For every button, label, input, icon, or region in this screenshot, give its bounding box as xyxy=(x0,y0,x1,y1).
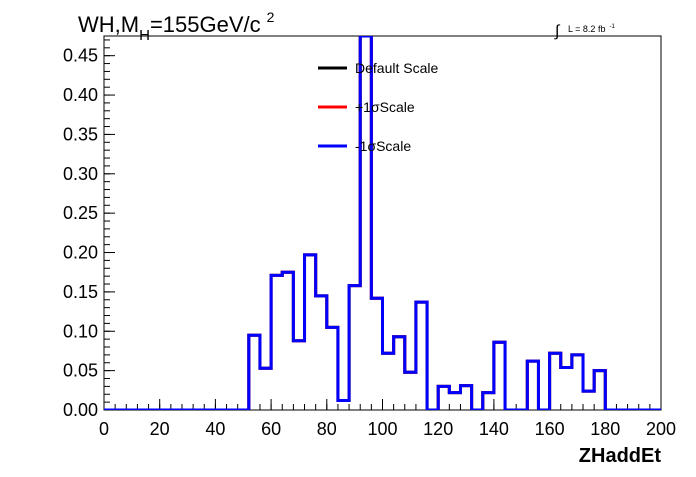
y-tick-label: 0.05 xyxy=(63,361,98,381)
x-tick-label: 80 xyxy=(317,419,337,439)
x-axis-label: ZHaddEt xyxy=(579,445,662,467)
y-tick-label: 0.20 xyxy=(63,243,98,263)
x-tick-label: 100 xyxy=(367,419,397,439)
series-layer xyxy=(104,36,661,410)
legend-label-0: Default Scale xyxy=(355,60,438,76)
x-tick-label: 40 xyxy=(205,419,225,439)
series-line-2 xyxy=(104,36,661,410)
title-rest: =155GeV/c xyxy=(150,12,261,37)
x-axis: 0 20 40 60 80 100 120 140 160 180 200 xyxy=(99,399,676,439)
y-tick-label: 0.10 xyxy=(63,321,98,341)
x-tick-label: 0 xyxy=(99,419,109,439)
x-tick-label: 200 xyxy=(646,419,676,439)
lumi-integral-sign: ∫ xyxy=(554,23,561,40)
legend-label-1: +1σScale xyxy=(355,99,415,115)
title-main: WH,M xyxy=(78,12,139,37)
y-tick-label: 0.45 xyxy=(63,46,98,66)
title-superscript: 2 xyxy=(267,9,275,25)
y-tick-label: 0.00 xyxy=(63,400,98,420)
lumi-superscript: -1 xyxy=(609,24,615,30)
plot-title: WH,MH=155GeV/c 2 xyxy=(78,9,275,44)
x-tick-label: 180 xyxy=(590,419,620,439)
y-tick-label: 0.35 xyxy=(63,124,98,144)
y-tick-label: 0.25 xyxy=(63,203,98,223)
y-tick-label: 0.40 xyxy=(63,85,98,105)
y-tick-label: 0.15 xyxy=(63,282,98,302)
legend: Default Scale +1σScale -1σScale xyxy=(318,60,438,154)
lumi-text: L = 8.2 fb xyxy=(568,24,605,34)
y-axis: 0.00 0.05 0.10 0.15 0.20 0.25 0.30 0.35 0.40 0.45 xyxy=(63,39,115,420)
x-tick-label: 120 xyxy=(423,419,453,439)
y-tick-label: 0.30 xyxy=(63,164,98,184)
lumi-label: L = 8.2 fb -1 xyxy=(568,24,615,34)
x-tick-label: 140 xyxy=(479,419,509,439)
x-tick-label: 160 xyxy=(535,419,565,439)
legend-label-2: -1σScale xyxy=(355,138,411,154)
x-tick-label: 60 xyxy=(261,419,281,439)
x-tick-label: 20 xyxy=(150,419,170,439)
